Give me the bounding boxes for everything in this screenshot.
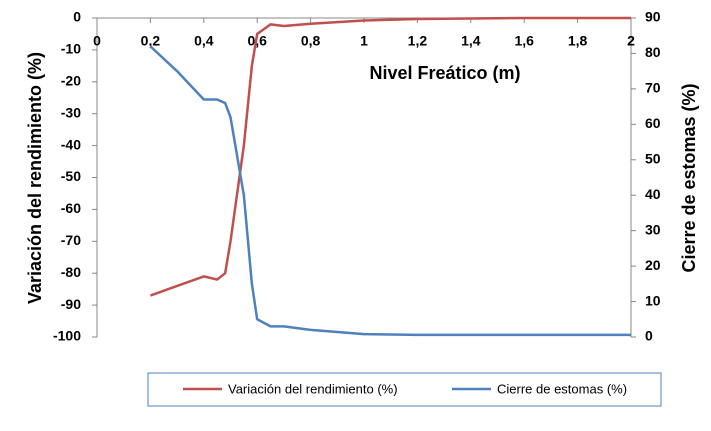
- y-tick-label: -100: [53, 328, 81, 344]
- x-tick-label: 0,2: [141, 33, 161, 49]
- y2-tick-label: 40: [645, 186, 661, 202]
- y2-tick-label: 30: [645, 221, 661, 237]
- x-tick-label: 1,6: [514, 33, 534, 49]
- y-tick-label: -10: [61, 41, 81, 57]
- x-tick-label: 2: [627, 33, 635, 49]
- y-tick-label: -80: [61, 264, 81, 280]
- y-axis-title: Variación del rendimiento (%): [25, 52, 45, 304]
- y-tick-label: -40: [61, 136, 81, 152]
- y-tick-label: -60: [61, 200, 81, 216]
- y-tick-label: -20: [61, 73, 81, 89]
- x-tick-label: 0,4: [194, 33, 214, 49]
- y2-tick-label: 70: [645, 80, 661, 96]
- y2-tick-label: 60: [645, 115, 661, 131]
- series-line: [149, 16, 631, 297]
- y-tick-label: -70: [61, 232, 81, 248]
- y2-tick-label: 90: [645, 9, 661, 25]
- y-tick-label: -30: [61, 104, 81, 120]
- y-tick-label: 0: [73, 9, 81, 25]
- y2-tick-label: 10: [645, 292, 661, 308]
- y-tick-label: -90: [61, 296, 81, 312]
- x-tick-label: 1,8: [568, 33, 588, 49]
- y2-tick-label: 0: [645, 328, 653, 344]
- y2-tick-label: 50: [645, 150, 661, 166]
- legend-label: Variación del rendimiento (%): [228, 381, 398, 396]
- y-tick-label: -50: [61, 168, 81, 184]
- x-tick-label: 0: [93, 33, 101, 49]
- x-tick-label: 1,2: [408, 33, 428, 49]
- legend-box: [147, 372, 662, 407]
- y2-axis-title: Cierre de estomas (%): [679, 83, 699, 272]
- y2-tick-label: 20: [645, 257, 661, 273]
- y2-tick-label: 80: [645, 44, 661, 60]
- legend-label: Cierre de estomas (%): [497, 381, 627, 396]
- x-axis-title: Nivel Freático (m): [369, 63, 520, 83]
- x-tick-label: 1: [360, 33, 368, 49]
- series-line: [149, 45, 631, 337]
- x-tick-label: 0,8: [301, 33, 321, 49]
- x-tick-label: 1,4: [461, 33, 481, 49]
